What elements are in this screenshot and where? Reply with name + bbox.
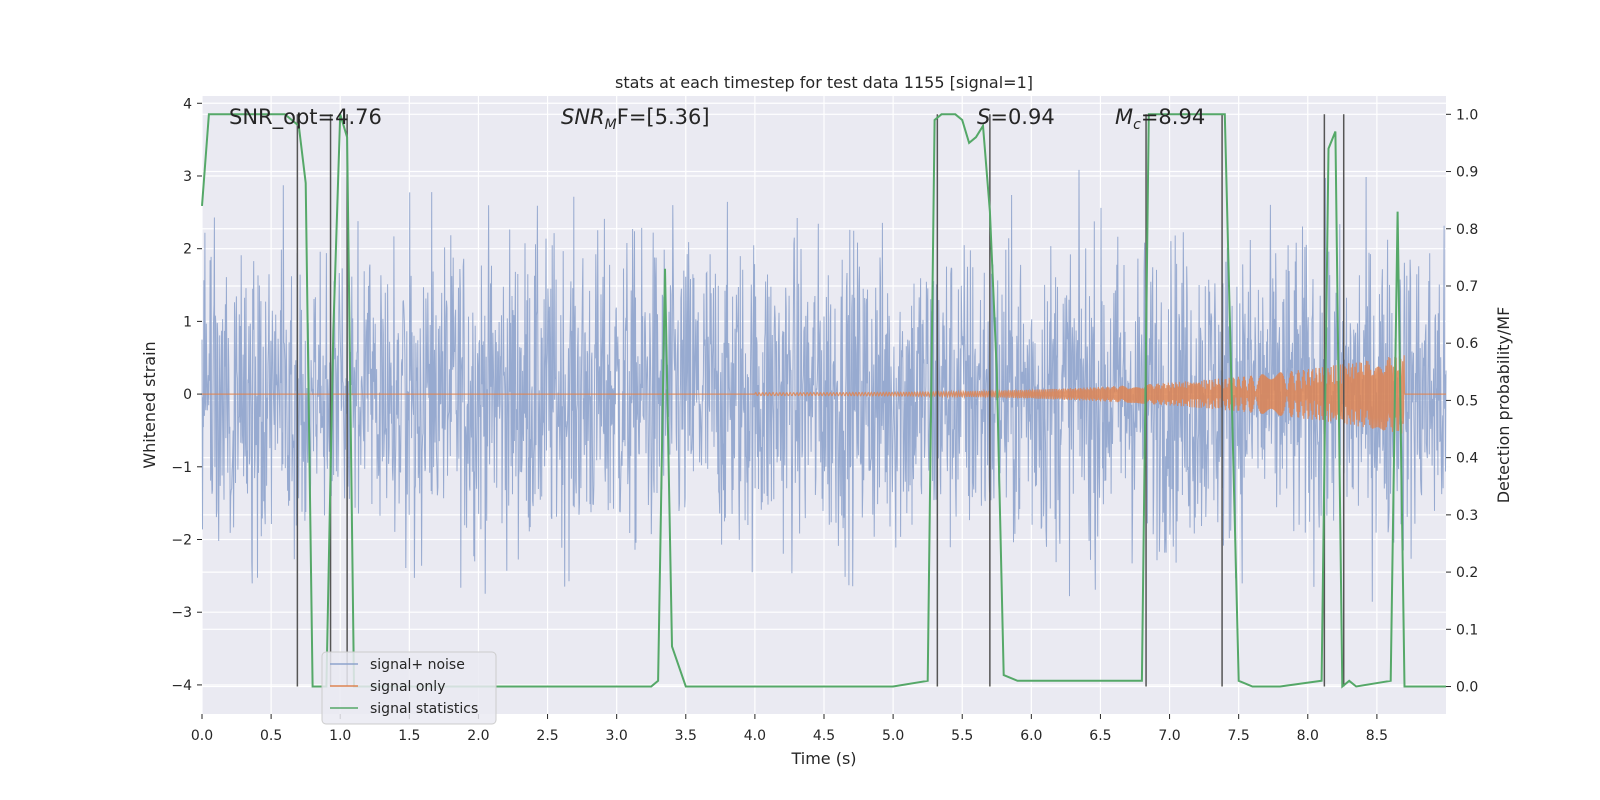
x-tick-label: 1.5 [398, 728, 420, 744]
annotation-mc-rest: =8.94 [1141, 105, 1205, 129]
y-axis-ticks: 4 3 2 1 0 −1 −2 −3 −4 [171, 96, 202, 694]
x-tick-label: 7.0 [1158, 728, 1180, 744]
x-tick-label: 3.5 [675, 728, 697, 744]
y2-tick-label: 0.2 [1456, 565, 1478, 581]
y-tick-label: −2 [171, 533, 192, 549]
x-tick-label: 6.0 [1020, 728, 1042, 744]
x-tick-label: 3.0 [606, 728, 628, 744]
y2-axis-ticks: 1.0 0.9 0.8 0.7 0.6 0.5 0.4 0.3 0.2 0.1 0.0 [1446, 107, 1478, 696]
y-tick-label: −3 [171, 605, 192, 621]
x-tick-label: 8.5 [1366, 728, 1388, 744]
x-tick-label: 4.0 [744, 728, 766, 744]
y-axis-label: Whitened strain [140, 341, 159, 468]
x-tick-label: 5.0 [882, 728, 904, 744]
annotation-snr-mf: SNRMF=[5.36] [561, 105, 710, 133]
x-tick-label: 2.0 [467, 728, 489, 744]
signal-only-line [202, 355, 1447, 434]
legend-box [321, 651, 497, 725]
x-tick-label: 0.0 [191, 728, 213, 744]
annotation-snr-mf-main: SNR [561, 105, 605, 129]
legend: signal+ noise signal only signal statist… [321, 651, 497, 725]
y2-tick-label: 0.1 [1456, 622, 1478, 638]
legend-label-signal-statistics: signal statistics [370, 701, 478, 717]
y-tick-label: −1 [171, 460, 192, 476]
annotation-mc-sub: c [1133, 117, 1141, 133]
annotation-mc: Mc=8.94 [1115, 105, 1205, 133]
y2-tick-label: 0.5 [1456, 393, 1478, 409]
y-tick-label: 4 [183, 96, 192, 112]
x-tick-label: 4.5 [813, 728, 835, 744]
legend-label-signal-only: signal only [370, 679, 445, 695]
y2-tick-label: 0.6 [1456, 336, 1478, 352]
legend-label-signal-noise: signal+ noise [370, 657, 465, 673]
annotation-s-rest: =0.94 [990, 105, 1054, 129]
annotation-snr-mf-sub: M [605, 117, 617, 133]
signal-only-series [202, 355, 1447, 434]
y-tick-label: 2 [183, 242, 192, 258]
signal-noise-series [201, 169, 1447, 602]
annotation-s: S=0.94 [977, 105, 1055, 129]
signal-statistics-line [201, 113, 1446, 689]
annotation-snr-opt: SNR_opt=4.76 [229, 105, 382, 130]
y-tick-label: 3 [183, 169, 192, 185]
y-tick-label: −4 [171, 678, 192, 694]
y2-tick-label: 0.8 [1456, 222, 1478, 238]
x-tick-label: 7.5 [1228, 728, 1250, 744]
x-axis-ticks: 0.0 0.5 1.0 1.5 2.0 2.5 3.0 3.5 4.0 4.5 5.0 5.5 6.0 6… [191, 714, 1388, 744]
signal-statistics-series [201, 113, 1446, 689]
x-tick-label: 2.5 [536, 728, 558, 744]
x-tick-label: 6.5 [1089, 728, 1111, 744]
y-tick-label: 0 [183, 387, 192, 403]
annotation-snr-mf-rest: F=[5.36] [617, 105, 710, 129]
y2-tick-label: 0.9 [1456, 165, 1478, 181]
x-tick-label: 8.0 [1297, 728, 1319, 744]
y2-tick-label: 0.0 [1456, 680, 1478, 696]
y2-axis-label: Detection probability/MF [1494, 307, 1513, 504]
y2-tick-label: 0.3 [1456, 508, 1478, 524]
y2-tick-label: 0.4 [1456, 451, 1478, 467]
y2-tick-label: 0.7 [1456, 279, 1478, 295]
signal-noise-line [201, 169, 1447, 602]
x-axis-label: Time (s) [790, 749, 856, 768]
chart-title: stats at each timestep for test data 115… [615, 73, 1033, 92]
y2-tick-label: 1.0 [1456, 107, 1478, 123]
x-tick-label: 0.5 [260, 728, 282, 744]
y-tick-label: 1 [183, 314, 192, 330]
annotation-mc-main: M [1115, 105, 1133, 129]
x-tick-label: 1.0 [329, 728, 351, 744]
annotation-s-main: S [977, 105, 990, 129]
x-tick-label: 5.5 [951, 728, 973, 744]
